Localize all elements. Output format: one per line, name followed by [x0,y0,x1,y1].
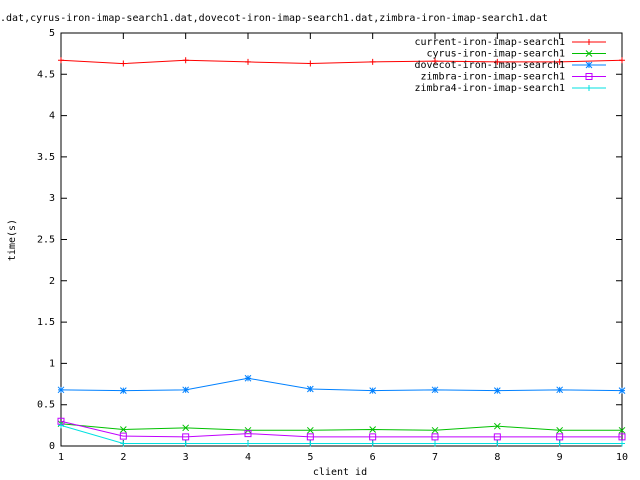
point-marker [432,440,438,447]
point-marker [431,386,439,394]
point-marker [120,440,127,447]
point-marker [245,58,251,65]
series-line [60,424,622,445]
point-marker [556,433,564,441]
point-marker [182,57,189,64]
point-marker [119,426,127,433]
point-marker [307,440,314,447]
x-tick-label: 5 [307,452,313,463]
point-marker [58,422,64,429]
legend-label: zimbra-iron-imap-search1 [421,72,566,83]
point-marker [307,60,314,67]
point-marker [556,58,563,65]
x-tick-label: 4 [245,452,251,463]
series-line [60,420,622,438]
point-marker [58,57,64,64]
legend-label: cyrus-iron-imap-search1 [427,49,565,60]
point-marker [306,385,314,393]
point-marker [57,417,65,425]
legend-marker [585,61,593,69]
y-tick-label: 1 [49,358,55,369]
point-marker [618,426,626,434]
point-marker [306,433,314,441]
point-marker [245,440,251,447]
y-tick-label: 4.5 [37,69,55,80]
x-tick-label: 7 [432,452,438,463]
point-marker [120,60,127,67]
x-tick-label: 9 [557,452,563,463]
point-marker [556,386,564,394]
legend-marker [585,50,593,57]
chart-title: .dat,cyrus-iron-imap-search1.dat,dovecot… [0,13,548,24]
x-tick-label: 3 [183,452,189,463]
y-axis-label: time(s) [7,219,18,261]
legend-label: zimbra4-iron-imap-search1 [414,83,565,94]
point-marker [369,433,377,441]
point-marker [493,387,501,395]
x-tick-label: 8 [494,452,500,463]
y-tick-label: 0.5 [37,400,55,411]
y-tick-label: 2.5 [37,235,55,246]
point-marker [556,440,563,447]
point-marker [244,374,252,382]
series-line [60,423,622,431]
point-marker [618,387,626,395]
point-marker [57,386,65,394]
point-marker [119,432,127,440]
point-marker [618,433,626,441]
legend-label: dovecot-iron-imap-search1 [414,60,565,71]
point-marker [432,58,438,65]
point-marker [431,426,439,434]
x-tick-label: 1 [58,452,64,463]
point-marker [244,430,252,438]
x-tick-label: 10 [616,452,628,463]
point-marker [182,424,190,432]
y-tick-label: 3 [49,193,55,204]
point-marker [306,426,314,434]
point-marker [182,433,190,441]
series-line [60,59,623,65]
series-line [60,377,623,392]
legend-marker [585,73,593,80]
point-marker [493,422,501,430]
y-tick-label: 3.5 [37,152,55,163]
point-marker [369,426,377,433]
x-tick-label: 6 [370,452,376,463]
y-tick-label: 2 [49,276,55,287]
x-tick-label: 2 [120,452,126,463]
point-marker [182,386,190,394]
point-marker [556,426,564,434]
point-marker [182,440,189,447]
point-marker [494,440,501,447]
point-marker [369,440,376,447]
y-tick-label: 0 [49,441,55,452]
point-marker [369,58,376,65]
x-axis-label: client id [313,467,367,478]
point-marker [431,433,439,441]
point-marker [369,387,377,395]
legend-marker [586,85,592,91]
point-marker [494,58,501,65]
point-marker [619,440,625,447]
point-marker [119,387,127,395]
point-marker [493,433,501,441]
legend-label: current-iron-imap-search1 [414,37,565,48]
y-tick-label: 4 [49,111,55,122]
y-tick-label: 1.5 [37,317,55,328]
legend-marker [586,39,592,45]
point-marker [619,57,625,64]
y-tick-label: 5 [49,28,55,39]
